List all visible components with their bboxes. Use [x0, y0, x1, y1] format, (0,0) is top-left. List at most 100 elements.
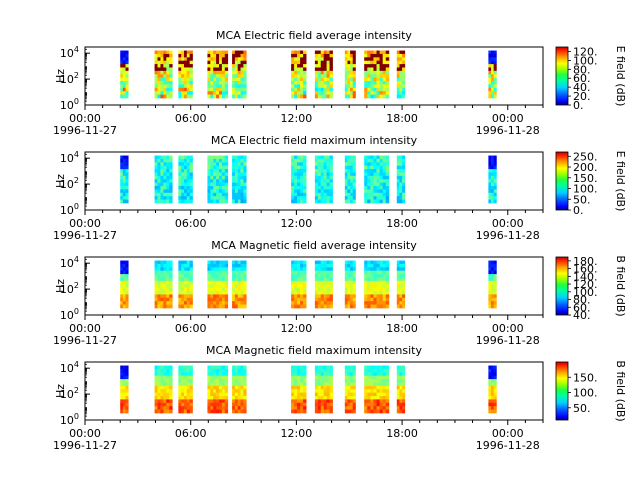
x-tick-time: 12:00: [281, 427, 313, 440]
y-axis-label: Hz: [54, 69, 67, 83]
colorbar-label: E field (dB): [614, 46, 627, 107]
colorbar-tick-label: 50.: [573, 193, 591, 206]
data-block: [154, 260, 173, 309]
colorbar-tick-label: 120.: [573, 278, 598, 291]
data-block: [154, 155, 173, 204]
data-block: [154, 365, 173, 414]
x-tick-time: 06:00: [175, 322, 207, 335]
x-tick-time: 06:00: [175, 427, 207, 440]
y-tick-label: 102: [60, 281, 79, 296]
colorbar: 50. 100. 150. B field (dB): [555, 360, 627, 422]
data-block: [232, 50, 247, 99]
x-tick-date: 1996-11-27: [53, 229, 117, 242]
data-block: [396, 260, 406, 309]
data-block: [154, 50, 173, 99]
y-tick-label: 100: [60, 202, 79, 217]
y-tick-label: 100: [60, 97, 79, 112]
data-block: [344, 155, 356, 204]
plot-frame: [84, 151, 544, 211]
x-tick-time: 18:00: [386, 427, 418, 440]
panel-3: MCA Magnetic field average intensityHz10…: [53, 239, 627, 347]
colorbar: 0.20.40.60.80.100.120. E field (dB): [555, 45, 627, 112]
data-block: [488, 365, 497, 414]
data-block: [291, 50, 307, 99]
colorbar-label: B field (dB): [614, 360, 627, 421]
data-block: [344, 260, 356, 309]
data-block: [120, 365, 129, 414]
plot-frame: [84, 361, 544, 421]
x-tick-time: 06:00: [175, 217, 207, 230]
colorbar-tick-label: 40.: [573, 309, 591, 322]
data-block: [344, 365, 356, 414]
colorbar-tick-label: 150.: [573, 371, 598, 384]
y-tick-label: 102: [60, 71, 79, 86]
x-tick-time: 06:00: [175, 112, 207, 125]
data-block: [364, 365, 390, 414]
colorbar: 0.50.100.150.200.250. E field (dB): [555, 150, 627, 217]
data-block: [314, 365, 333, 414]
data-block: [207, 155, 229, 204]
x-tick-time: 18:00: [386, 217, 418, 230]
panel-title: MCA Electric field maximum intensity: [211, 134, 418, 147]
data-block: [488, 50, 497, 99]
x-tick-date: 1996-11-27: [53, 124, 117, 137]
colorbar-label: B field (dB): [614, 255, 627, 316]
colorbar-tick-label: 200.: [573, 161, 598, 174]
colorbar-tick-label: 140.: [573, 270, 598, 283]
x-tick-time: 00:00: [69, 217, 101, 230]
x-tick-time: 00:00: [69, 322, 101, 335]
colorbar-tick-label: 80.: [573, 294, 591, 307]
colorbar-tick-label: 20.: [573, 90, 591, 103]
plot-frame: [84, 46, 544, 106]
colorbar-tick-label: 0.: [573, 204, 584, 217]
data-block: [232, 260, 247, 309]
data-block: [364, 260, 390, 309]
y-tick-label: 104: [60, 150, 79, 165]
colorbar-tick-label: 60.: [573, 301, 591, 314]
colorbar-tick-label: 80.: [573, 63, 591, 76]
data-block: [488, 260, 497, 309]
y-tick-label: 102: [60, 176, 79, 191]
y-tick-label: 102: [60, 386, 79, 401]
y-axis-label: Hz: [54, 174, 67, 188]
colorbar-tick-label: 100.: [573, 387, 598, 400]
panel-1: MCA Electric field average intensityHz10…: [53, 29, 627, 137]
data-block: [314, 155, 333, 204]
data-block: [178, 365, 193, 414]
data-block: [207, 365, 229, 414]
y-tick-label: 104: [60, 255, 79, 270]
colorbar-tick-label: 250.: [573, 150, 598, 163]
data-block: [396, 155, 406, 204]
colorbar: 40.60.80.100.120.140.160.180. B field (dB…: [555, 255, 627, 322]
data-block: [364, 155, 390, 204]
x-tick-date: 1996-11-28: [476, 124, 540, 137]
x-tick-date: 1996-11-28: [476, 334, 540, 347]
x-tick-time: 00:00: [492, 217, 524, 230]
data-block: [178, 50, 193, 99]
data-block: [396, 50, 406, 99]
data-block: [207, 50, 229, 99]
data-block: [207, 260, 229, 309]
colorbar-tick-label: 100.: [573, 54, 598, 67]
colorbar-tick-label: 160.: [573, 263, 598, 276]
data-block: [291, 260, 307, 309]
data-block: [178, 155, 193, 204]
x-tick-time: 18:00: [386, 322, 418, 335]
data-block: [291, 155, 307, 204]
data-block: [314, 50, 333, 99]
plot-frame: [84, 256, 544, 316]
colorbar-tick-label: 60.: [573, 72, 591, 85]
x-tick-time: 00:00: [492, 112, 524, 125]
x-tick-date: 1996-11-28: [476, 229, 540, 242]
colorbar-tick-label: 0.: [573, 99, 584, 112]
x-tick-time: 00:00: [492, 322, 524, 335]
data-block: [120, 50, 129, 99]
colorbar-tick-label: 100.: [573, 183, 598, 196]
colorbar-tick-label: 100.: [573, 286, 598, 299]
data-block: [232, 365, 247, 414]
data-block: [291, 365, 307, 414]
colorbar-tick-label: 40.: [573, 81, 591, 94]
x-tick-time: 00:00: [492, 427, 524, 440]
x-tick-date: 1996-11-28: [476, 439, 540, 452]
